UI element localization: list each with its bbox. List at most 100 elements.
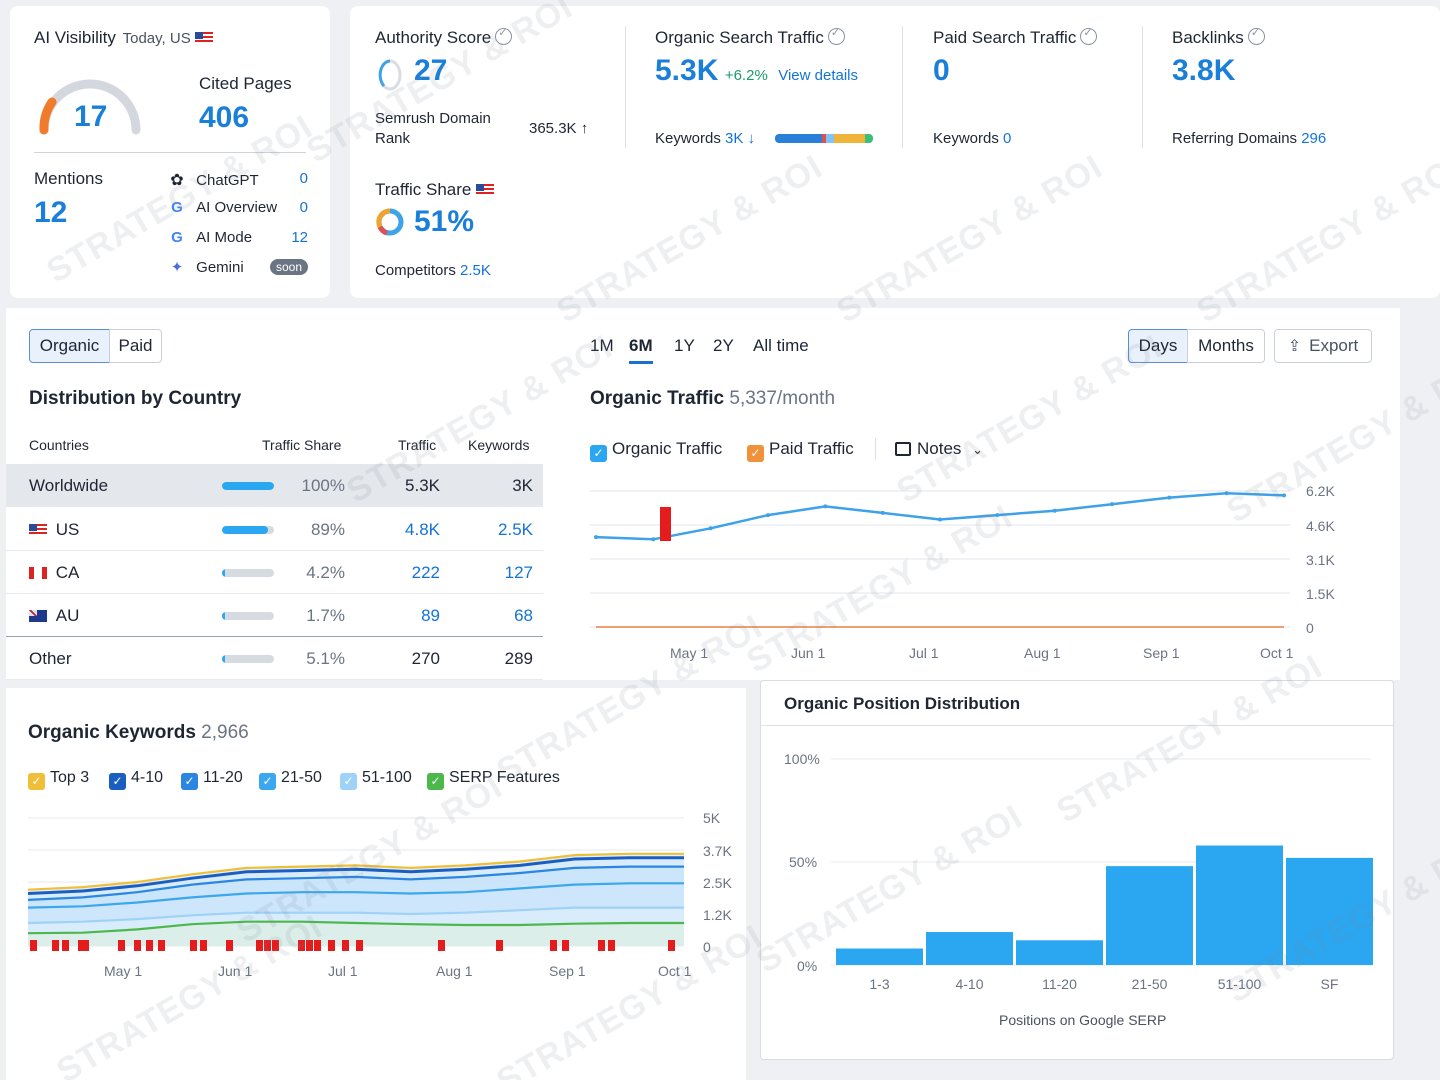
view-details-link[interactable]: View details bbox=[778, 67, 859, 84]
col-traffic[interactable]: Traffic bbox=[398, 437, 437, 453]
source-row-chatgpt[interactable]: ✿ ChatGPT 0 bbox=[168, 170, 308, 190]
mentions-value[interactable]: 12 bbox=[34, 196, 68, 229]
x-tick: Sep 1 bbox=[1143, 645, 1180, 661]
note-marker bbox=[82, 940, 89, 951]
share-bar bbox=[222, 482, 274, 490]
organic-traffic-chart[interactable] bbox=[590, 473, 1290, 633]
checkbox-icon[interactable]: ✓ bbox=[109, 773, 126, 790]
legend-serp-features[interactable]: ✓ SERP Features bbox=[427, 769, 560, 790]
us-flag-icon bbox=[29, 524, 47, 536]
source-row-ai-mode[interactable]: G AI Mode 12 bbox=[168, 229, 308, 246]
position-bar-1-3 bbox=[836, 948, 923, 965]
paid-keywords-label: Keywords bbox=[933, 130, 999, 147]
note-marker bbox=[256, 940, 263, 951]
note-marker bbox=[272, 940, 279, 951]
paid-traffic-value[interactable]: 0 bbox=[933, 54, 950, 87]
table-row[interactable]: AU 1.7% 89 68 bbox=[6, 594, 543, 637]
line-51-100 bbox=[28, 906, 684, 925]
metrics-card: Authority Score 27 Semrush Domain Rank 3… bbox=[350, 6, 1440, 298]
cited-pages-label: Cited Pages bbox=[199, 74, 292, 93]
area-serp-features bbox=[28, 921, 684, 946]
period-tab-2y[interactable]: 2Y bbox=[713, 336, 734, 355]
x-tick: Aug 1 bbox=[1024, 645, 1061, 661]
x-tick-label: SF bbox=[1321, 976, 1339, 992]
notes-dropdown[interactable]: Notes ⌄ bbox=[895, 439, 983, 459]
organic-traffic-line bbox=[595, 491, 1285, 541]
data-point bbox=[651, 537, 656, 542]
keywords-chart-subtitle: 2,966 bbox=[201, 722, 249, 743]
period-tab-6m[interactable]: 6M bbox=[629, 336, 653, 364]
legend-11-20[interactable]: ✓ 11-20 bbox=[181, 769, 243, 790]
x-tick: May 1 bbox=[670, 645, 709, 661]
note-marker bbox=[78, 940, 85, 951]
days-toggle[interactable]: Days bbox=[1128, 329, 1188, 363]
organic-traffic-value[interactable]: 5.3K bbox=[655, 54, 719, 87]
checkbox-icon[interactable]: ✓ bbox=[747, 445, 764, 462]
checkbox-icon[interactable]: ✓ bbox=[28, 773, 45, 790]
competitors-value[interactable]: 2.5K bbox=[460, 262, 491, 279]
share-bar bbox=[222, 526, 274, 534]
legend-paid-traffic[interactable]: ✓ Paid Traffic bbox=[747, 439, 854, 462]
traffic-share-value[interactable]: 51% bbox=[414, 205, 475, 238]
note-marker bbox=[668, 940, 675, 951]
checkbox-icon[interactable]: ✓ bbox=[259, 773, 276, 790]
legend-51-100[interactable]: ✓ 51-100 bbox=[340, 769, 412, 790]
checkbox-icon[interactable]: ✓ bbox=[427, 773, 444, 790]
source-row-gemini: ✦ Gemini soon bbox=[168, 258, 308, 276]
organic-keywords-chart[interactable] bbox=[28, 808, 688, 958]
months-toggle[interactable]: Months bbox=[1187, 329, 1265, 363]
x-tick-label: 21-50 bbox=[1132, 976, 1168, 992]
ai-visibility-card: AI Visibility Today, US 17 Cited Pages 4… bbox=[10, 6, 330, 298]
table-row[interactable]: US 89% 4.8K 2.5K bbox=[6, 508, 543, 551]
export-button[interactable]: ⇪ Export bbox=[1274, 329, 1372, 363]
position-bar-sf bbox=[1286, 857, 1373, 965]
cited-pages-value[interactable]: 406 bbox=[199, 101, 250, 134]
organic-keywords-label: Keywords bbox=[655, 130, 721, 147]
soon-badge: soon bbox=[269, 259, 308, 275]
referring-domains-value[interactable]: 296 bbox=[1301, 130, 1327, 147]
checkbox-icon[interactable]: ✓ bbox=[181, 773, 198, 790]
note-marker bbox=[118, 940, 125, 951]
position-distribution-chart[interactable]: 1-3 4-10 11-20 21-50 51-100 SF bbox=[831, 751, 1381, 1001]
paid-toggle[interactable]: Paid bbox=[109, 329, 162, 363]
table-row[interactable]: CA 4.2% 222 127 bbox=[6, 551, 543, 594]
ca-flag-icon bbox=[29, 567, 47, 579]
col-keywords[interactable]: Keywords bbox=[468, 437, 530, 453]
note-marker bbox=[356, 940, 363, 951]
keyword-distribution-bar bbox=[775, 134, 873, 143]
x-tick-label: 4-10 bbox=[955, 976, 983, 992]
col-traffic-share[interactable]: Traffic Share bbox=[262, 437, 342, 453]
note-marker bbox=[598, 940, 605, 951]
period-tab-1m[interactable]: 1M bbox=[590, 336, 614, 355]
paid-keywords-value[interactable]: 0 bbox=[1003, 130, 1012, 147]
info-icon[interactable] bbox=[827, 26, 845, 45]
legend-organic-traffic[interactable]: ✓ Organic Traffic bbox=[590, 439, 722, 462]
organic-toggle[interactable]: Organic bbox=[29, 329, 110, 363]
info-icon[interactable] bbox=[1247, 26, 1265, 45]
y-tick: 2.5K bbox=[703, 875, 732, 891]
source-row-ai-overview[interactable]: G AI Overview 0 bbox=[168, 199, 308, 216]
checkbox-icon[interactable]: ✓ bbox=[340, 773, 357, 790]
backlinks-value[interactable]: 3.8K bbox=[1172, 54, 1236, 87]
checkbox-icon[interactable]: ✓ bbox=[590, 445, 607, 462]
domain-rank-value[interactable]: 365.3K ↑ bbox=[529, 120, 589, 137]
period-tab-all-time[interactable]: All time bbox=[753, 336, 809, 355]
note-marker bbox=[52, 940, 59, 951]
y-tick: 0% bbox=[797, 958, 818, 974]
competitors-label: Competitors bbox=[375, 262, 456, 279]
share-bar bbox=[222, 655, 274, 663]
legend-21-50[interactable]: ✓ 21-50 bbox=[259, 769, 322, 790]
position-bar-11-20 bbox=[1016, 940, 1103, 965]
distribution-title: Distribution by Country bbox=[29, 388, 242, 409]
info-icon[interactable] bbox=[1080, 26, 1098, 45]
table-row[interactable]: Worldwide 100% 5.3K 3K bbox=[6, 464, 543, 507]
mentions-label: Mentions bbox=[34, 169, 103, 188]
period-tab-1y[interactable]: 1Y bbox=[674, 336, 695, 355]
authority-score-label: Authority Score bbox=[375, 28, 492, 47]
legend-top-3[interactable]: ✓ Top 3 bbox=[28, 769, 89, 790]
y-tick: 50% bbox=[789, 854, 818, 870]
authority-score-value[interactable]: 27 bbox=[414, 54, 448, 87]
organic-keywords-value[interactable]: 3K ↓ bbox=[725, 130, 756, 147]
info-icon[interactable] bbox=[495, 26, 513, 45]
legend-4-10[interactable]: ✓ 4-10 bbox=[109, 769, 163, 790]
